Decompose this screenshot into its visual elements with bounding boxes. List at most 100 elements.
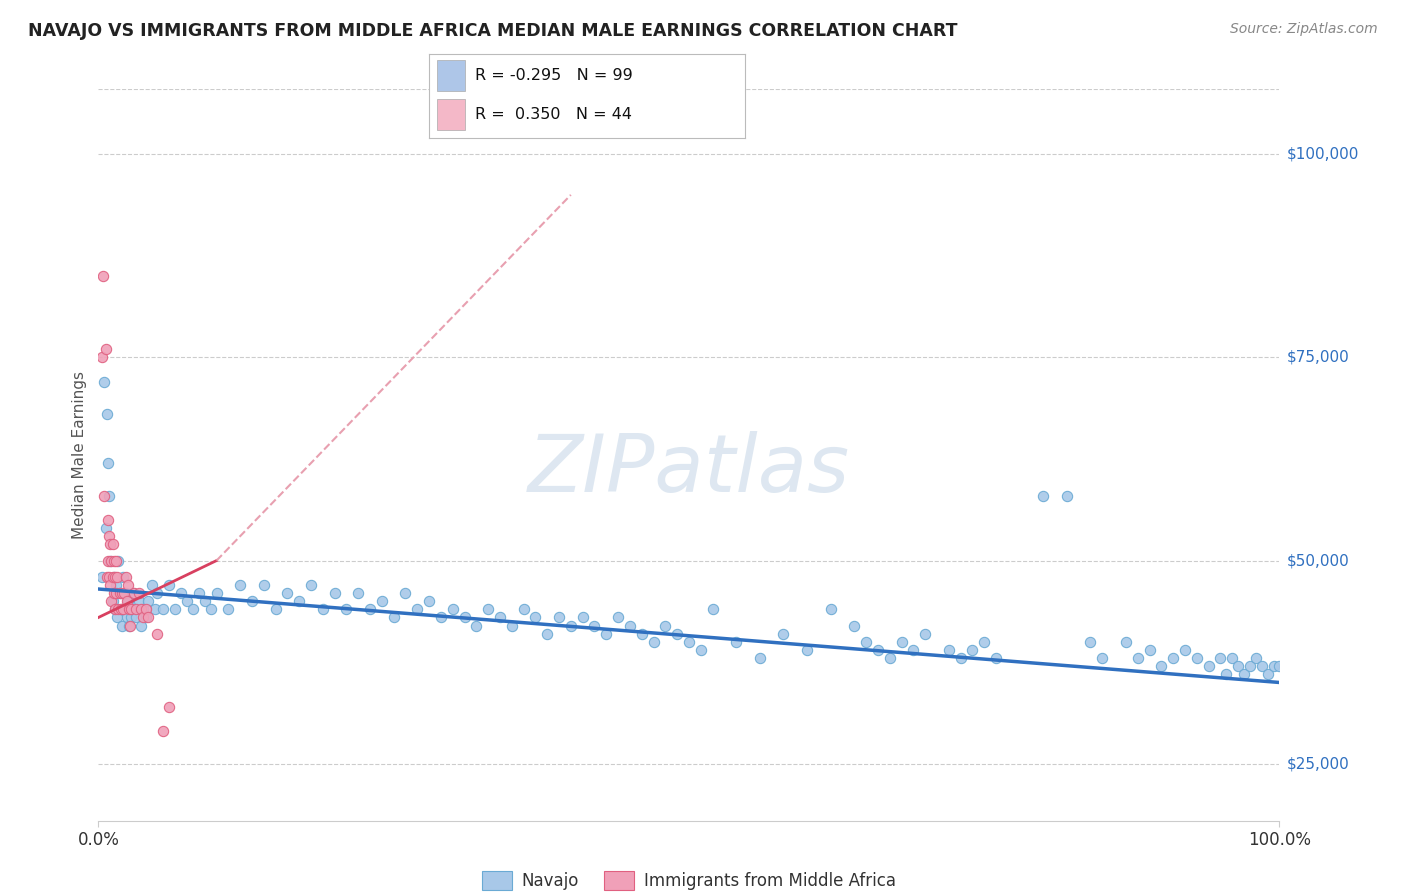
Point bbox=[879, 651, 901, 665]
Point bbox=[347, 586, 370, 600]
Point bbox=[96, 407, 118, 421]
Text: Source: ZipAtlas.com: Source: ZipAtlas.com bbox=[1230, 22, 1378, 37]
Point bbox=[571, 610, 593, 624]
Point bbox=[98, 553, 121, 567]
Point bbox=[105, 553, 128, 567]
Point bbox=[97, 456, 120, 470]
Point bbox=[394, 586, 416, 600]
Point bbox=[108, 586, 131, 600]
Point bbox=[143, 602, 166, 616]
Point bbox=[1032, 489, 1054, 503]
Point bbox=[91, 269, 114, 284]
Point bbox=[111, 586, 134, 600]
Point bbox=[501, 618, 523, 632]
Point bbox=[748, 651, 770, 665]
Point bbox=[129, 602, 152, 616]
Text: $50,000: $50,000 bbox=[1286, 553, 1350, 568]
Point bbox=[110, 602, 132, 616]
Point bbox=[152, 602, 174, 616]
Point bbox=[678, 635, 700, 649]
Point bbox=[101, 537, 124, 551]
Point bbox=[583, 618, 606, 632]
Point bbox=[1150, 659, 1173, 673]
Point bbox=[122, 586, 145, 600]
Point bbox=[595, 626, 617, 640]
Point bbox=[114, 570, 136, 584]
Point bbox=[1220, 651, 1243, 665]
Point bbox=[129, 618, 152, 632]
Point bbox=[108, 586, 131, 600]
Point bbox=[91, 570, 114, 584]
Point bbox=[1091, 651, 1114, 665]
Point bbox=[125, 602, 148, 616]
Text: R = -0.295   N = 99: R = -0.295 N = 99 bbox=[475, 68, 633, 83]
Point bbox=[194, 594, 217, 608]
Point bbox=[152, 724, 174, 739]
Point bbox=[619, 618, 641, 632]
Point bbox=[146, 626, 169, 640]
Point bbox=[844, 618, 866, 632]
Point bbox=[101, 594, 124, 608]
Point bbox=[94, 343, 117, 357]
Point bbox=[689, 643, 711, 657]
Point bbox=[94, 521, 117, 535]
Point bbox=[103, 570, 125, 584]
Bar bbox=[437, 61, 465, 91]
Text: $100,000: $100,000 bbox=[1286, 146, 1358, 161]
Point bbox=[187, 586, 209, 600]
Point bbox=[1008, 838, 1031, 852]
Point bbox=[1244, 651, 1267, 665]
Point bbox=[820, 602, 842, 616]
Point bbox=[105, 610, 128, 624]
Point bbox=[121, 610, 143, 624]
Point bbox=[453, 610, 475, 624]
Point bbox=[122, 602, 145, 616]
Point bbox=[120, 602, 142, 616]
Point bbox=[1268, 659, 1291, 673]
Point bbox=[103, 586, 125, 600]
Point bbox=[240, 594, 263, 608]
Point bbox=[312, 602, 335, 616]
Point bbox=[323, 586, 346, 600]
Point bbox=[229, 578, 252, 592]
Point bbox=[796, 643, 818, 657]
Point bbox=[560, 618, 582, 632]
Point bbox=[97, 513, 120, 527]
Point bbox=[121, 586, 143, 600]
Point bbox=[98, 537, 121, 551]
Point bbox=[1198, 659, 1220, 673]
Point bbox=[548, 610, 571, 624]
Point bbox=[132, 602, 155, 616]
Point bbox=[866, 643, 889, 657]
Y-axis label: Median Male Earnings: Median Male Earnings bbox=[72, 371, 87, 539]
Point bbox=[1250, 659, 1272, 673]
Point bbox=[105, 570, 128, 584]
Point bbox=[536, 626, 558, 640]
Point bbox=[112, 602, 135, 616]
Point bbox=[176, 594, 198, 608]
Text: ZIPatlas: ZIPatlas bbox=[527, 431, 851, 508]
Point bbox=[97, 553, 120, 567]
Point bbox=[100, 594, 122, 608]
Point bbox=[607, 610, 630, 624]
Point bbox=[418, 594, 440, 608]
Point bbox=[973, 635, 995, 649]
Point bbox=[949, 651, 972, 665]
Point bbox=[110, 602, 132, 616]
Point bbox=[165, 602, 187, 616]
Point bbox=[1174, 643, 1197, 657]
Point bbox=[1257, 667, 1279, 681]
Point bbox=[253, 578, 276, 592]
Point bbox=[276, 586, 298, 600]
Point bbox=[855, 635, 877, 649]
Point bbox=[132, 610, 155, 624]
Text: NAVAJO VS IMMIGRANTS FROM MIDDLE AFRICA MEDIAN MALE EARNINGS CORRELATION CHART: NAVAJO VS IMMIGRANTS FROM MIDDLE AFRICA … bbox=[28, 22, 957, 40]
Point bbox=[1161, 651, 1184, 665]
Point bbox=[105, 586, 128, 600]
Point bbox=[141, 578, 163, 592]
Point bbox=[170, 586, 193, 600]
Point bbox=[1233, 667, 1256, 681]
Point bbox=[984, 651, 1007, 665]
Point bbox=[772, 626, 794, 640]
Point bbox=[890, 635, 912, 649]
